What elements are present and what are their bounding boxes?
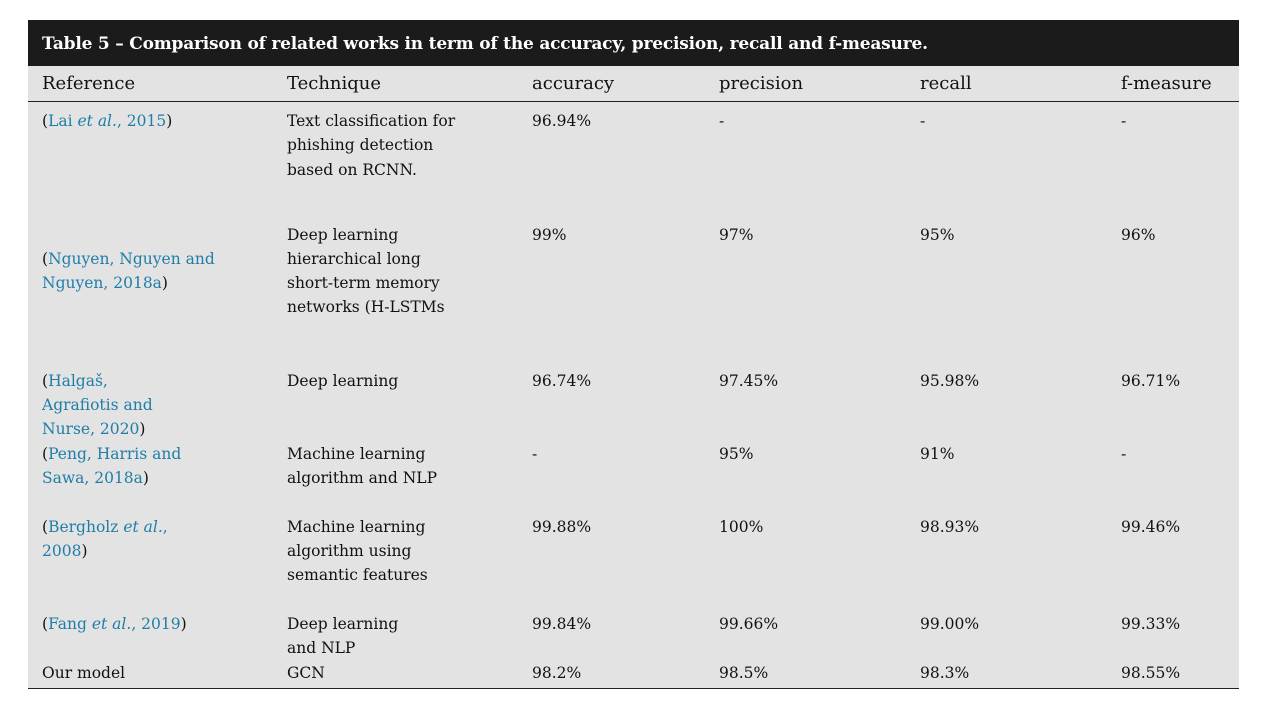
precision-cell: 99.66% xyxy=(719,614,779,633)
table-row: (Lai et al., 2015) Text classification f… xyxy=(28,102,1239,223)
recall-cell: 95% xyxy=(920,225,955,244)
table-row: (Peng, Harris and Sawa, 2018a) Machine l… xyxy=(28,442,1239,515)
recall-cell: 91% xyxy=(920,444,955,463)
technique-cell: Deep learning xyxy=(287,371,399,390)
precision-cell: 97.45% xyxy=(719,371,779,390)
f-measure-cell: 96.71% xyxy=(1121,371,1181,390)
recall-cell: 98.93% xyxy=(920,517,980,536)
reference-cell: (Fang et al., 2019) xyxy=(42,614,187,633)
technique-cell: Machine learning algorithm and NLP xyxy=(287,444,438,487)
precision-cell: - xyxy=(719,112,725,130)
f-measure-cell: 96% xyxy=(1121,225,1156,244)
recall-cell: 95.98% xyxy=(920,371,980,390)
technique-cell: Deep learning hierarchical long short-te… xyxy=(287,225,445,317)
header-technique: Technique xyxy=(273,66,518,102)
f-measure-cell: 99.33% xyxy=(1121,614,1181,633)
header-precision: precision xyxy=(705,66,906,102)
recall-cell: 98.3% xyxy=(920,663,970,682)
header-f-measure: f-measure xyxy=(1107,66,1239,102)
table-row: (Halgaš, Agrafiotis and Nurse, 2020) Dee… xyxy=(28,369,1239,442)
reference-link[interactable]: Nguyen, Nguyen and Nguyen, 2018a xyxy=(42,249,215,292)
table-row: (Nguyen, Nguyen and Nguyen, 2018a) Deep … xyxy=(28,223,1239,369)
accuracy-cell: 96.94% xyxy=(532,112,592,130)
reference-cell: (Peng, Harris and Sawa, 2018a) xyxy=(42,444,182,487)
accuracy-cell: 98.2% xyxy=(532,663,582,682)
reference-link[interactable]: Halgaš, Agrafiotis and Nurse, 2020 xyxy=(42,371,153,439)
accuracy-cell: 96.74% xyxy=(532,371,592,390)
recall-cell: - xyxy=(920,112,926,130)
header-reference: Reference xyxy=(28,66,273,102)
reference-cell: (Nguyen, Nguyen and Nguyen, 2018a) xyxy=(42,249,215,292)
recall-cell: 99.00% xyxy=(920,614,980,633)
reference-cell: (Halgaš, Agrafiotis and Nurse, 2020) xyxy=(42,371,153,439)
f-measure-cell: - xyxy=(1121,444,1127,463)
reference-link[interactable]: Fang et al., 2019 xyxy=(48,614,181,633)
precision-cell: 97% xyxy=(719,225,754,244)
reference-cell: (Lai et al., 2015) xyxy=(42,112,173,130)
technique-cell: Deep learning and NLP xyxy=(287,614,399,657)
table-caption: Table 5 – Comparison of related works in… xyxy=(28,20,1239,66)
table-row: (Bergholz et al., 2008) Machine learning… xyxy=(28,515,1239,612)
header-row: Reference Technique accuracy precision r… xyxy=(28,66,1239,102)
technique-cell: Text classification for phishing detecti… xyxy=(287,112,456,179)
technique-cell: Machine learning algorithm using semanti… xyxy=(287,517,428,585)
precision-cell: 100% xyxy=(719,517,764,536)
reference-link[interactable]: Bergholz et al., 2008 xyxy=(42,517,168,560)
table-row: (Fang et al., 2019) Deep learning and NL… xyxy=(28,612,1239,661)
header-accuracy: accuracy xyxy=(518,66,705,102)
accuracy-cell: 99.84% xyxy=(532,614,592,633)
precision-cell: 98.5% xyxy=(719,663,769,682)
table-row: Our model GCN 98.2% 98.5% 98.3% 98.55% xyxy=(28,661,1239,689)
accuracy-cell: 99.88% xyxy=(532,517,592,536)
reference-cell: (Bergholz et al., 2008) xyxy=(42,517,168,560)
results-table: Reference Technique accuracy precision r… xyxy=(28,66,1239,689)
header-recall: recall xyxy=(906,66,1107,102)
technique-cell: GCN xyxy=(287,663,325,682)
reference-cell: Our model xyxy=(42,663,126,682)
accuracy-cell: 99% xyxy=(532,225,567,244)
comparison-table: Table 5 – Comparison of related works in… xyxy=(28,20,1239,689)
precision-cell: 95% xyxy=(719,444,754,463)
accuracy-cell: - xyxy=(532,444,538,463)
f-measure-cell: 99.46% xyxy=(1121,517,1181,536)
f-measure-cell: 98.55% xyxy=(1121,663,1181,682)
f-measure-cell: - xyxy=(1121,112,1127,130)
reference-link[interactable]: Lai et al., 2015 xyxy=(48,112,167,130)
reference-link[interactable]: Peng, Harris and Sawa, 2018a xyxy=(42,444,182,487)
